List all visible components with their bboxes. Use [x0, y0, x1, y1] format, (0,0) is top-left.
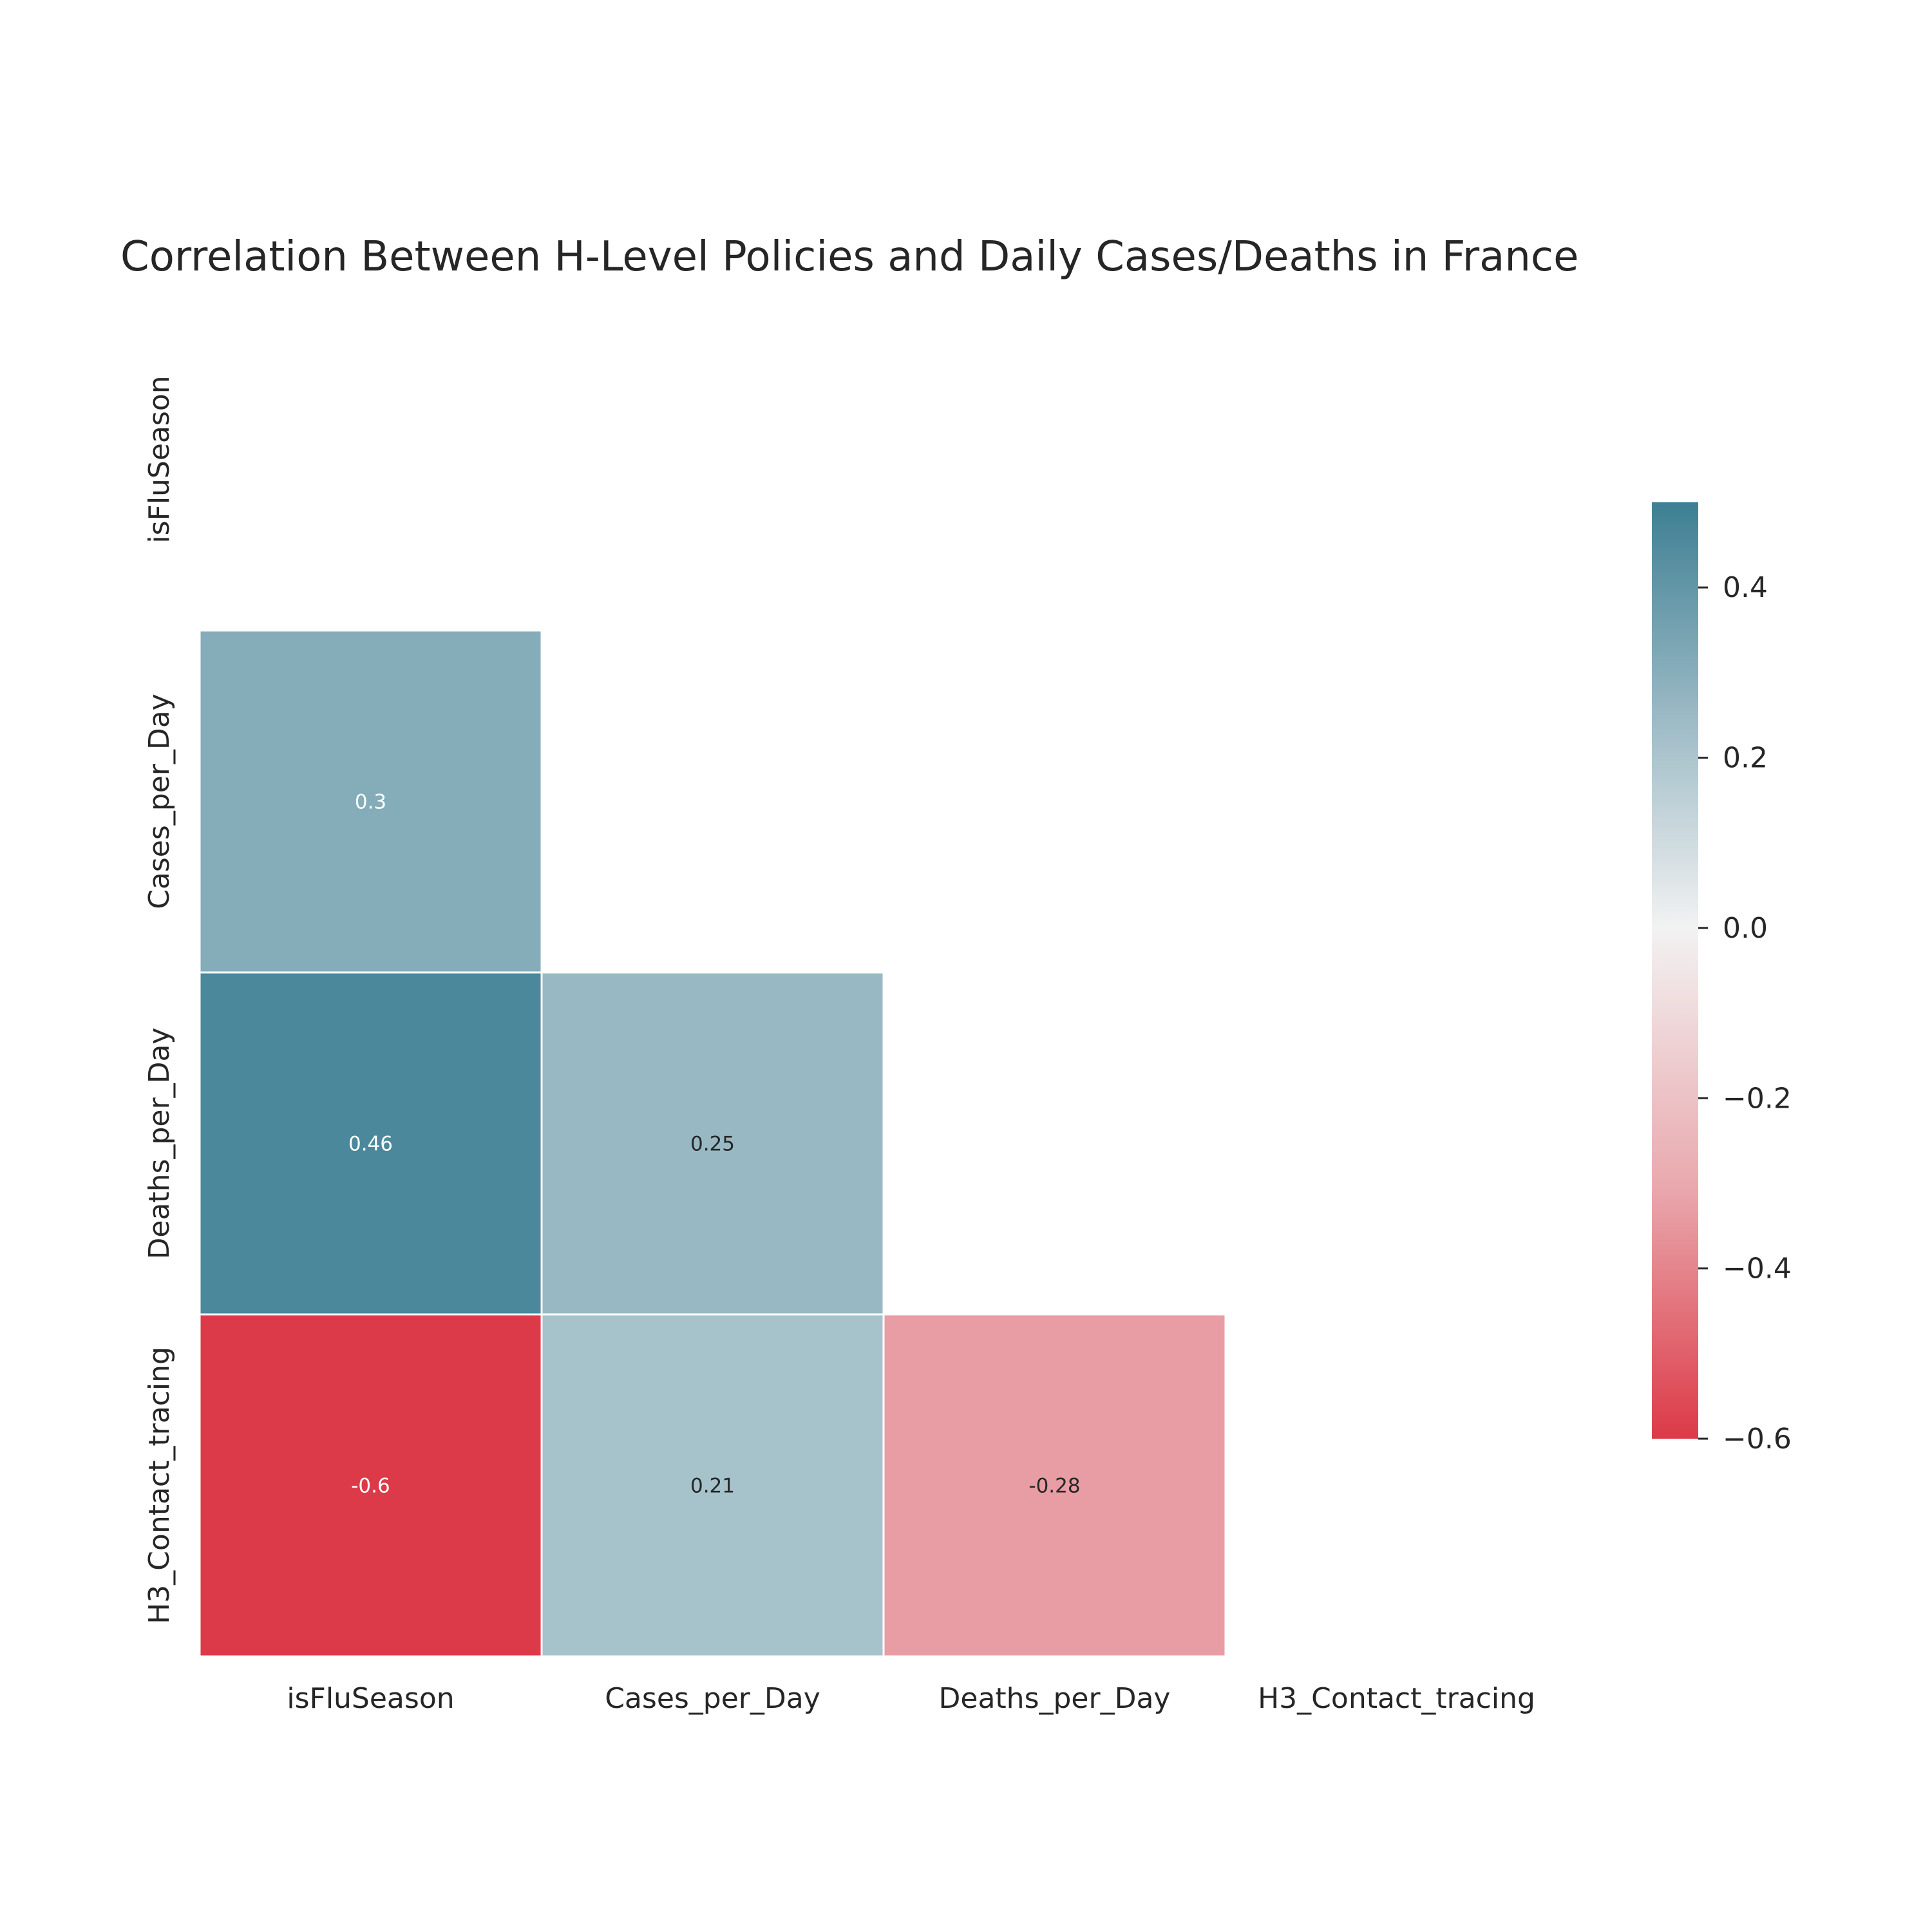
- cell-value-label: -0.28: [1028, 1475, 1080, 1498]
- x-axis-tick-labels: isFluSeason Cases_per_Day Deaths_per_Day H3…: [287, 1682, 1535, 1715]
- cell-value-label: 0.46: [348, 1133, 393, 1156]
- x-tick-label: Deaths_per_Day: [939, 1682, 1171, 1715]
- colorbar-tick-label: 0.0: [1723, 912, 1768, 945]
- colorbar-gradient: [1652, 502, 1698, 1439]
- colorbar-ticks: 0.4 0.2 0.0 −0.2 −0.4 −0.6: [1698, 571, 1792, 1455]
- colorbar-tick-label: 0.4: [1723, 571, 1768, 604]
- cell-value-label: 0.25: [690, 1133, 735, 1156]
- colorbar-tick-label: −0.6: [1723, 1423, 1792, 1455]
- cell-value-label: -0.6: [351, 1475, 390, 1498]
- heatmap-cell: [540, 1313, 885, 1658]
- heatmap-cell: [882, 1313, 1227, 1658]
- y-axis-tick-labels: isFluSeason Cases_per_Day Deaths_per_Day H3…: [143, 375, 176, 1624]
- cell-value-label: 0.21: [690, 1475, 735, 1498]
- heatmap-cell: [198, 629, 543, 974]
- heatmap-cells: 0.3 0.46 0.25 -0.6 0.21 -0.28: [198, 629, 1227, 1658]
- y-tick-label: Deaths_per_Day: [143, 1028, 176, 1260]
- heatmap-cell: [198, 1313, 543, 1658]
- colorbar: 0.4 0.2 0.0 −0.2 −0.4 −0.6: [1652, 502, 1792, 1455]
- colorbar-tick-label: −0.2: [1723, 1082, 1792, 1115]
- cell-value-label: 0.3: [355, 791, 386, 814]
- colorbar-tick-label: −0.4: [1723, 1253, 1792, 1285]
- y-tick-label: H3_Contact_tracing: [143, 1347, 176, 1624]
- heatmap-cell: [540, 971, 885, 1316]
- x-tick-label: H3_Contact_tracing: [1258, 1682, 1535, 1715]
- y-tick-label: isFluSeason: [143, 375, 176, 543]
- y-tick-label: Cases_per_Day: [143, 694, 176, 909]
- x-tick-label: Cases_per_Day: [605, 1682, 820, 1715]
- colorbar-tick-label: 0.2: [1723, 742, 1768, 775]
- x-tick-label: isFluSeason: [287, 1682, 454, 1715]
- chart-title: Correlation Between H-Level Policies and…: [120, 233, 1578, 281]
- heatmap-cell: [198, 971, 543, 1316]
